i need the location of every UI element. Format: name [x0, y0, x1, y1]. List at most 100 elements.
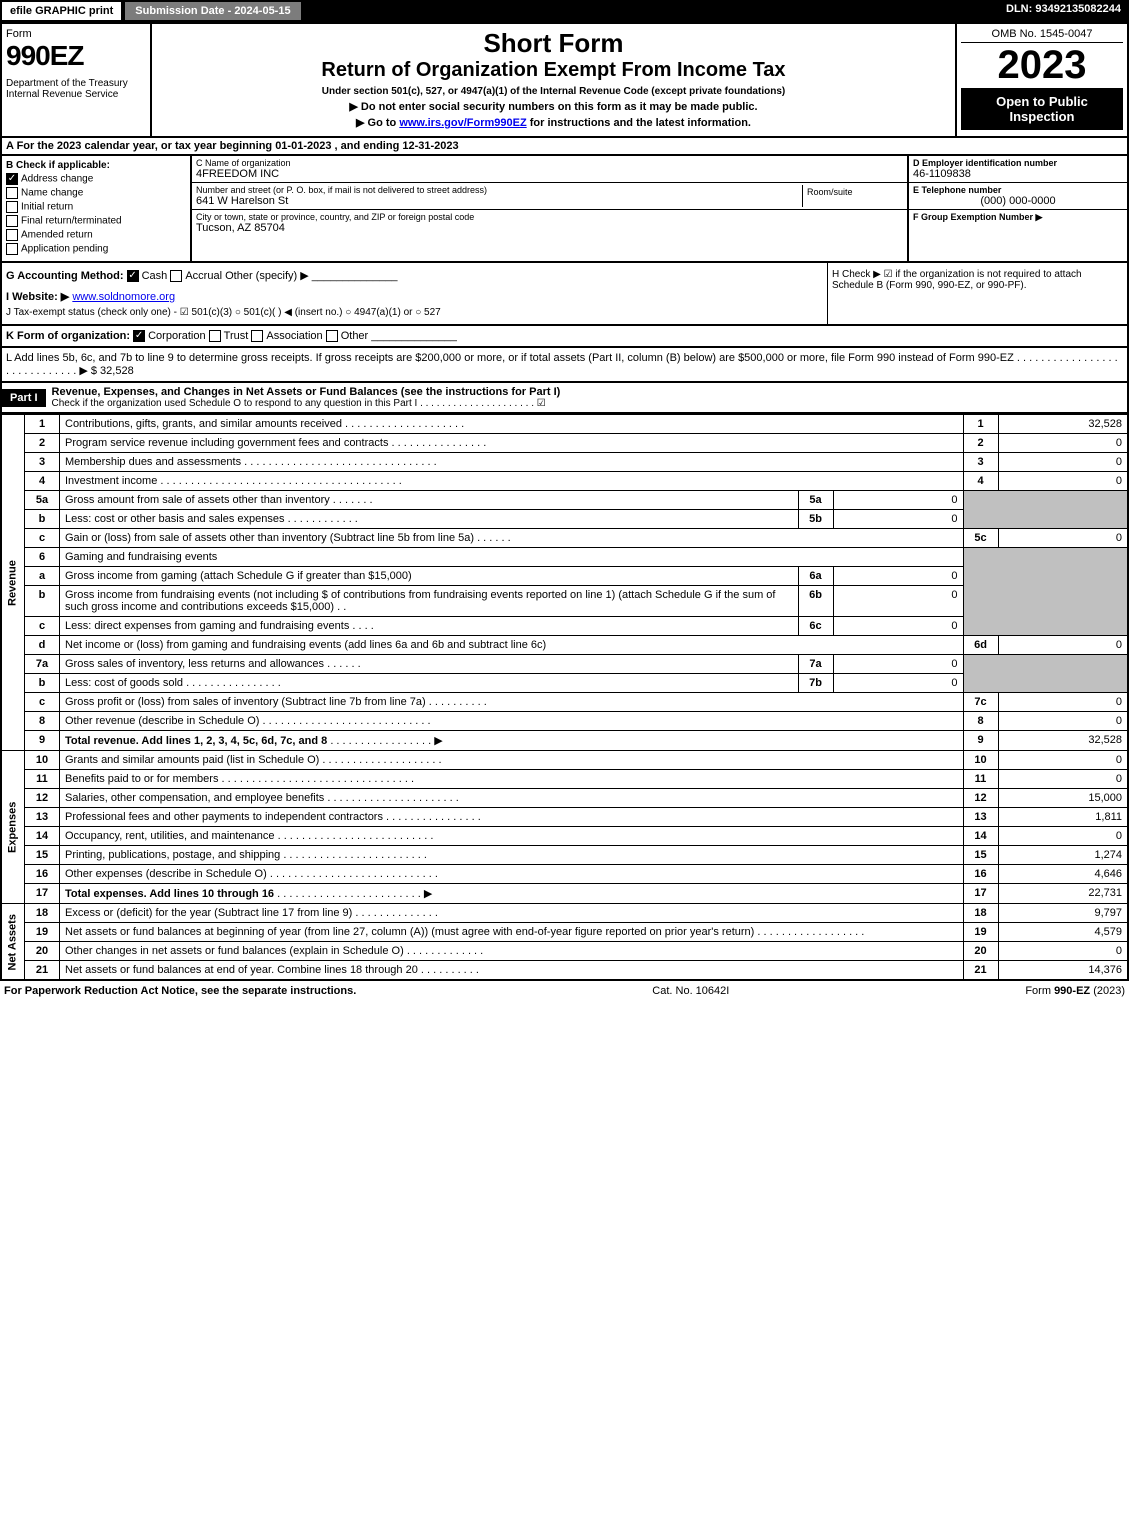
checkbox-name-change[interactable] [6, 187, 18, 199]
line-12-desc: Salaries, other compensation, and employ… [65, 792, 324, 804]
checkbox-association[interactable] [251, 330, 263, 342]
line-14-desc: Occupancy, rent, utilities, and maintena… [65, 830, 275, 842]
footer-form-ref: Form 990-EZ (2023) [1025, 985, 1125, 997]
sub-description: Under section 501(c), 527, or 4947(a)(1)… [156, 86, 951, 97]
line-8-val: 0 [998, 712, 1128, 731]
line-7a-desc: Gross sales of inventory, less returns a… [65, 658, 324, 670]
line-5c-val: 0 [998, 529, 1128, 548]
col-d-identifiers: D Employer identification number 46-1109… [907, 156, 1127, 261]
line-5a-subval: 0 [833, 491, 963, 510]
footer-left: For Paperwork Reduction Act Notice, see … [4, 985, 356, 997]
department-label: Department of the Treasury Internal Reve… [6, 78, 146, 100]
efile-print-label[interactable]: efile GRAPHIC print [0, 0, 123, 22]
line-1-val: 32,528 [998, 415, 1128, 434]
line-6c-sub: 6c [798, 617, 833, 636]
line-20-val: 0 [998, 942, 1128, 961]
part-1-title: Revenue, Expenses, and Changes in Net As… [52, 386, 1121, 398]
opt-cash: Cash [142, 270, 168, 282]
line-21-val: 14,376 [998, 961, 1128, 981]
line-21-desc: Net assets or fund balances at end of ye… [65, 964, 418, 976]
section-bcd: B Check if applicable: ✓Address change N… [0, 156, 1129, 263]
group-exemption-label: F Group Exemption Number ▶ [913, 212, 1123, 223]
accounting-method-label: G Accounting Method: [6, 270, 124, 282]
line-7c-val: 0 [998, 693, 1128, 712]
tax-exempt-status: J Tax-exempt status (check only one) - ☑… [6, 307, 823, 318]
part-1-header-row: Part I Revenue, Expenses, and Changes in… [0, 383, 1129, 414]
form-of-org-label: K Form of organization: [6, 330, 130, 342]
checkbox-accrual[interactable] [170, 270, 182, 282]
line-7b-sub: 7b [798, 674, 833, 693]
checkbox-address-change[interactable]: ✓ [6, 173, 18, 185]
line-6b-sub: 6b [798, 586, 833, 617]
line-18-desc: Excess or (deficit) for the year (Subtra… [65, 907, 352, 919]
instruction-1: ▶ Do not enter social security numbers o… [156, 100, 951, 113]
short-form-title: Short Form [156, 28, 951, 59]
opt-trust: Trust [224, 330, 249, 342]
line-4-desc: Investment income [65, 475, 157, 487]
irs-link[interactable]: www.irs.gov/Form990EZ [399, 117, 526, 129]
col-b-title: B Check if applicable: [6, 160, 186, 171]
checkbox-application-pending[interactable] [6, 243, 18, 255]
line-7c-desc: Gross profit or (loss) from sales of inv… [65, 696, 426, 708]
line-6a-sub: 6a [798, 567, 833, 586]
netassets-vertical-label: Net Assets [1, 904, 25, 981]
line-13-val: 1,811 [998, 808, 1128, 827]
city-label: City or town, state or province, country… [196, 212, 903, 222]
line-6b-desc: Gross income from fundraising events (no… [65, 589, 775, 613]
phone-label: E Telephone number [913, 185, 1123, 195]
line-5b-sub: 5b [798, 510, 833, 529]
section-a: A For the 2023 calendar year, or tax yea… [0, 138, 1129, 156]
checkbox-cash[interactable]: ✓ [127, 270, 139, 282]
line-2-desc: Program service revenue including govern… [65, 437, 388, 449]
checkbox-amended-return[interactable] [6, 229, 18, 241]
line-7a-sub: 7a [798, 655, 833, 674]
website-link[interactable]: www.soldnomore.org [72, 291, 175, 303]
org-name-value: 4FREEDOM INC [196, 168, 903, 180]
phone-value: (000) 000-0000 [913, 195, 1123, 207]
submission-date: Submission Date - 2024-05-15 [123, 0, 302, 22]
line-15-val: 1,274 [998, 846, 1128, 865]
line-5b-desc: Less: cost or other basis and sales expe… [65, 513, 285, 525]
dln-label: DLN: 93492135082244 [998, 0, 1129, 22]
open-to-public-box: Open to Public Inspection [961, 88, 1123, 130]
expenses-vertical-label: Expenses [1, 751, 25, 904]
line-11-val: 0 [998, 770, 1128, 789]
opt-other-org: Other [341, 330, 369, 342]
line-5a-desc: Gross amount from sale of assets other t… [65, 494, 330, 506]
line-12-val: 15,000 [998, 789, 1128, 808]
line-10-desc: Grants and similar amounts paid (list in… [65, 754, 319, 766]
line-6c-desc: Less: direct expenses from gaming and fu… [65, 620, 349, 632]
street-value: 641 W Harelson St [196, 195, 802, 207]
omb-number: OMB No. 1545-0047 [961, 28, 1123, 43]
form-word: Form [6, 28, 146, 40]
line-1-desc: Contributions, gifts, grants, and simila… [65, 418, 342, 430]
ein-value: 46-1109838 [913, 168, 1123, 180]
section-l: L Add lines 5b, 6c, and 7b to line 9 to … [0, 348, 1129, 383]
line-11-desc: Benefits paid to or for members [65, 773, 218, 785]
line-5b-subval: 0 [833, 510, 963, 529]
open-to-public-text: Open to Public Inspection [967, 94, 1117, 124]
opt-association: Association [266, 330, 322, 342]
line-15-desc: Printing, publications, postage, and shi… [65, 849, 280, 861]
checkbox-corporation[interactable]: ✓ [133, 330, 145, 342]
line-9-val: 32,528 [998, 731, 1128, 751]
opt-address-change: Address change [21, 174, 93, 185]
line-17-desc: Total expenses. Add lines 10 through 16 [65, 888, 274, 900]
section-k: K Form of organization: ✓Corporation Tru… [0, 326, 1129, 348]
opt-corporation: Corporation [148, 330, 205, 342]
line-19-desc: Net assets or fund balances at beginning… [65, 926, 754, 938]
line-10-val: 0 [998, 751, 1128, 770]
part-1-check-text: Check if the organization used Schedule … [52, 398, 1121, 409]
lines-table: Revenue 1Contributions, gifts, grants, a… [0, 414, 1129, 981]
checkbox-final-return[interactable] [6, 215, 18, 227]
checkbox-other-org[interactable] [326, 330, 338, 342]
opt-application-pending: Application pending [21, 244, 108, 255]
checkbox-trust[interactable] [209, 330, 221, 342]
page-footer: For Paperwork Reduction Act Notice, see … [0, 981, 1129, 1001]
line-3-desc: Membership dues and assessments [65, 456, 241, 468]
room-label: Room/suite [807, 187, 899, 197]
form-number: 990EZ [6, 40, 146, 72]
opt-accrual: Accrual [185, 270, 222, 282]
line-7a-subval: 0 [833, 655, 963, 674]
checkbox-initial-return[interactable] [6, 201, 18, 213]
